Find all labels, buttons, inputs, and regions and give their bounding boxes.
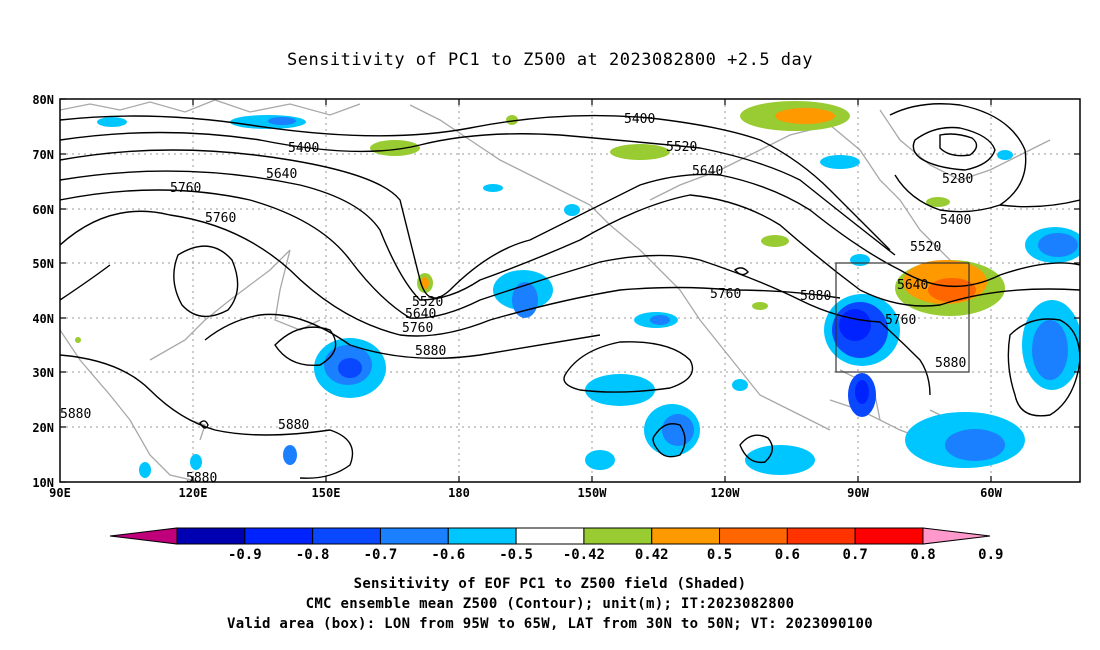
caption-line-1: Sensitivity of EOF PC1 to Z500 field (Sh… [353,576,747,592]
colorbar-segment [583,527,653,545]
colorbar-label: 0.42 [635,547,669,563]
colorbar: -0.9 -0.8 -0.7 -0.6 -0.5 -0.42 0.42 0.5 0.6 0.7 0.… [109,527,1003,563]
lon-label-120w: 120W [711,486,741,500]
colorbar-label: 0.6 [775,547,800,563]
map-frame [59,98,1081,483]
contour-label: 5400 [624,112,655,127]
lon-label-180: 180 [448,486,470,500]
contour-label: 5760 [170,181,201,196]
contour-label: 5880 [186,471,217,486]
contour-label: 5520 [412,295,443,310]
caption: Sensitivity of EOF PC1 to Z500 field (Sh… [0,574,1100,634]
contour-label: 5640 [897,278,928,293]
colorbar-label: 0.8 [910,547,935,563]
colorbar-segment [719,527,788,545]
colorbar-segment [312,527,381,545]
lat-label-30n: 30N [32,366,54,380]
colorbar-label: -0.8 [296,547,330,563]
colorbar-label: 0.5 [707,547,732,563]
colorbar-segment [447,527,517,545]
map-plot-area: 5400 5400 5520 5640 5640 5760 5760 5520 … [60,99,1080,486]
lon-label-150w: 150W [578,486,608,500]
colorbar-segment [176,527,246,545]
contour-label: 5760 [885,313,916,328]
colorbar-segment [786,527,856,545]
axis-ticks [60,98,1080,483]
colorbar-label: 0.7 [843,547,868,563]
colorbar-label: -0.7 [364,547,398,563]
lon-label-90e: 90E [49,486,71,500]
colorbar-label: -0.42 [563,547,605,563]
lon-label-90w: 90W [847,486,869,500]
contour-label: 5640 [266,167,297,182]
contour-label-group: 5400 5400 5520 5640 5640 5760 5760 5520 … [60,112,973,486]
caption-line-3: Valid area (box): LON from 95W to 65W, L… [227,616,873,632]
lon-label-150e: 150E [312,486,341,500]
contour-label: 5880 [278,418,309,433]
longitude-labels: 90E 120E 150E 180 150W 120W 90W 60W [49,486,1002,500]
colorbar-arrow-low [109,527,178,545]
lat-label-80n: 80N [32,93,54,107]
contour-label: 5880 [800,289,831,304]
colorbar-label: 0.9 [978,547,1003,563]
contour-label: 5760 [710,287,741,302]
chart-title: Sensitivity of PC1 to Z500 at 2023082800… [286,50,813,70]
contour-label: 5520 [666,140,697,155]
contour-label: 5880 [60,407,91,422]
colorbar-segment [244,527,314,545]
colorbar-segment [651,527,721,545]
contour-label: 5760 [402,321,433,336]
contour-label: 5280 [942,172,973,187]
lat-label-70n: 70N [32,148,54,162]
lon-label-120e: 120E [179,486,208,500]
contour-label: 5640 [405,307,436,322]
lat-label-10n: 10N [32,476,54,490]
lon-label-60w: 60W [980,486,1002,500]
lat-label-20n: 20N [32,421,54,435]
contour-label: 5880 [935,356,966,371]
lat-label-50n: 50N [32,257,54,271]
caption-line-2: CMC ensemble mean Z500 (Contour); unit(m… [305,596,795,612]
colorbar-segment [379,527,449,545]
colorbar-label: -0.6 [431,547,465,563]
valid-area-box [835,262,970,373]
colorbar-segment [515,527,585,545]
colorbar-segment [854,527,924,545]
contour-label: 5400 [288,141,319,156]
contour-label: 5880 [415,344,446,359]
contour-label: 5760 [205,211,236,226]
lat-label-40n: 40N [32,312,54,326]
shading-positive [75,101,1005,343]
contour-label: 5400 [940,213,971,228]
colorbar-label: -0.9 [228,547,262,563]
colorbar-arrow-high [922,527,991,545]
contour-label: 5640 [692,164,723,179]
lat-label-60n: 60N [32,203,54,217]
latitude-labels: 80N 70N 60N 50N 40N 30N 20N 10N [32,93,54,490]
contour-label: 5520 [910,240,941,255]
colorbar-label: -0.5 [499,547,533,563]
z500-contours [60,103,1080,479]
